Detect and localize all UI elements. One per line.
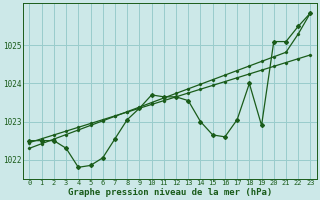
X-axis label: Graphe pression niveau de la mer (hPa): Graphe pression niveau de la mer (hPa) — [68, 188, 272, 197]
